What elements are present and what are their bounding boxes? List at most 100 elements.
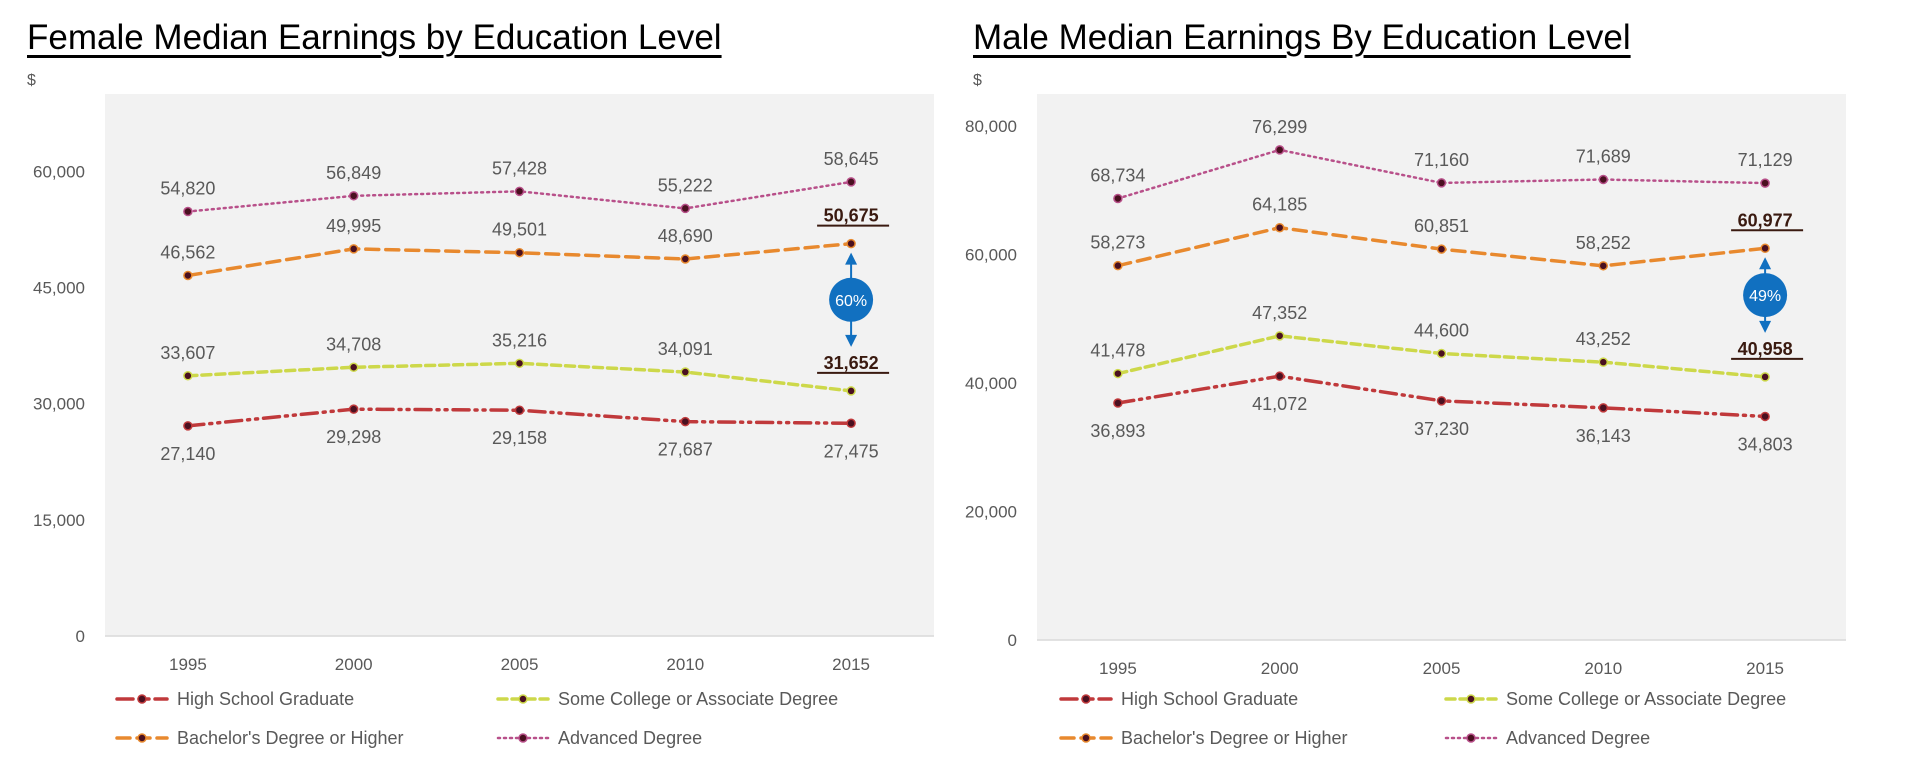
arrow-up-icon <box>1759 257 1772 270</box>
data-point <box>846 177 856 187</box>
data-point <box>514 186 525 197</box>
gap-percentage-bubble <box>829 277 874 322</box>
data-point <box>1113 368 1123 379</box>
data-point <box>1436 244 1447 254</box>
data-label: 43,252 <box>1576 329 1631 349</box>
y-tick-label: 60,000 <box>965 246 1017 265</box>
data-point <box>1436 348 1447 359</box>
male-chart-title: Male Median Earnings By Education Level <box>973 18 1631 57</box>
data-label: 58,273 <box>1090 233 1145 253</box>
female-chart: 0 15,000 30,000 45,000 60,000 1995 2000 2005 201… <box>33 94 934 748</box>
gap-percentage-label: 60% <box>835 293 867 310</box>
data-label: 60,851 <box>1414 216 1469 236</box>
data-label: 76,299 <box>1252 117 1307 137</box>
data-label: 27,140 <box>160 444 215 464</box>
data-point <box>1113 398 1123 408</box>
legend-label: Advanced Degree <box>1506 728 1650 748</box>
data-label: 71,160 <box>1414 150 1469 170</box>
legend-item: Bachelor's Degree or Higher <box>1059 728 1348 748</box>
data-point <box>1436 396 1447 406</box>
data-point <box>514 405 525 415</box>
data-label: 34,803 <box>1738 434 1793 454</box>
x-tick-label: 2015 <box>832 655 870 674</box>
y-tick-label: 0 <box>76 627 85 646</box>
data-point <box>348 404 359 414</box>
data-label: 27,475 <box>824 441 879 461</box>
data-label: 68,734 <box>1090 165 1145 185</box>
data-point <box>514 247 525 258</box>
data-label: 41,478 <box>1090 341 1145 361</box>
legend-label: Bachelor's Degree or Higher <box>1121 728 1348 748</box>
legend-label: Some College or Associate Degree <box>1506 689 1786 709</box>
gap-percentage-bubble <box>1743 273 1788 318</box>
data-point <box>183 421 193 431</box>
data-point <box>1760 243 1770 254</box>
x-tick-label: 1995 <box>169 655 207 674</box>
legend-label: Some College or Associate Degree <box>558 689 838 709</box>
gap-percentage-label: 49% <box>1749 288 1781 305</box>
data-point <box>1598 261 1609 271</box>
data-label: 49,501 <box>492 220 547 240</box>
x-tick-label: 2005 <box>1423 659 1461 678</box>
data-point <box>1113 193 1123 204</box>
data-point <box>1598 357 1609 367</box>
legend-marker-icon <box>1466 694 1476 704</box>
data-point <box>348 191 359 201</box>
data-point <box>680 416 691 427</box>
data-point <box>1274 145 1285 155</box>
legend-item: Advanced Degree <box>496 728 702 748</box>
data-label: 46,562 <box>160 242 215 262</box>
data-point <box>1760 372 1770 382</box>
data-label: 44,600 <box>1414 321 1469 341</box>
data-label: 58,252 <box>1576 233 1631 253</box>
legend-item: High School Graduate <box>115 689 354 709</box>
data-point <box>680 203 691 214</box>
y-tick-label: 45,000 <box>33 279 85 298</box>
data-label: 27,687 <box>658 440 713 460</box>
legend-marker-icon <box>518 694 528 704</box>
data-label: 34,708 <box>326 334 381 354</box>
data-point <box>1760 178 1770 188</box>
data-label: 47,352 <box>1252 303 1307 323</box>
female-chart-title: Female Median Earnings by Education Leve… <box>27 18 722 57</box>
data-point <box>1436 178 1447 188</box>
legend-marker-icon <box>518 733 528 743</box>
data-point <box>1598 403 1609 413</box>
data-point <box>680 367 691 377</box>
data-label: 64,185 <box>1252 195 1307 215</box>
data-point <box>1274 371 1285 381</box>
data-label: 55,222 <box>658 175 713 195</box>
data-label: 71,689 <box>1576 147 1631 167</box>
legend-item: Bachelor's Degree or Higher <box>115 728 404 748</box>
highlighted-data-label: 50,675 <box>824 206 879 226</box>
x-tick-label: 2015 <box>1746 659 1784 678</box>
x-tick-label: 2010 <box>666 655 704 674</box>
data-label: 58,645 <box>824 149 879 169</box>
data-point <box>1113 260 1123 271</box>
x-tick-label: 2010 <box>1584 659 1622 678</box>
data-label: 36,143 <box>1576 426 1631 446</box>
data-point <box>348 362 359 373</box>
data-label: 41,072 <box>1252 394 1307 414</box>
plot-area <box>1037 94 1846 640</box>
data-point <box>1760 411 1770 422</box>
x-tick-label: 2000 <box>335 655 373 674</box>
legend-marker-icon <box>1466 733 1476 743</box>
male-y-unit-label: $ <box>973 72 982 89</box>
x-tick-label: 2000 <box>1261 659 1299 678</box>
y-tick-label: 60,000 <box>33 162 85 181</box>
y-tick-label: 30,000 <box>33 395 85 414</box>
x-tick-label: 2005 <box>501 655 539 674</box>
data-point <box>348 244 359 254</box>
legend-item: High School Graduate <box>1059 689 1298 709</box>
arrow-down-icon <box>1759 320 1772 333</box>
data-point <box>1274 222 1285 233</box>
data-point <box>183 371 193 381</box>
data-point <box>183 270 193 281</box>
data-label: 33,607 <box>160 343 215 363</box>
y-tick-label: 80,000 <box>965 117 1017 136</box>
data-label: 71,129 <box>1738 150 1793 170</box>
data-label: 35,216 <box>492 330 547 350</box>
highlighted-data-label: 40,958 <box>1738 339 1793 359</box>
